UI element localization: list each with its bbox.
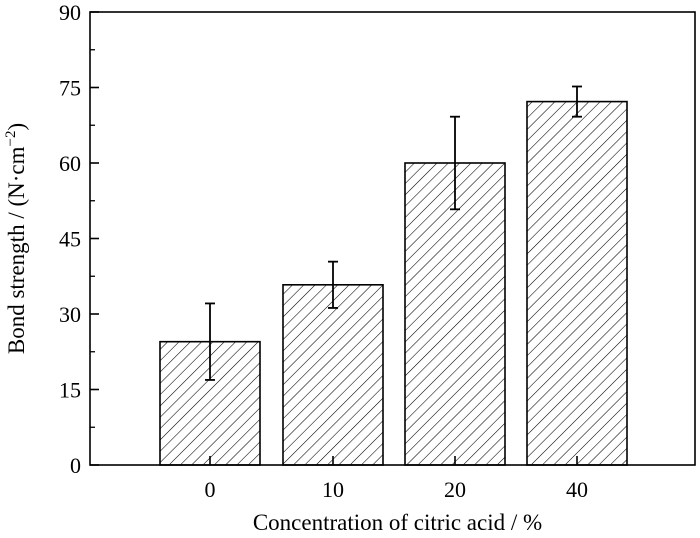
y-tick-label: 90: [59, 0, 81, 25]
y-axis-title: Bond strength / (N·cm−2): [3, 123, 29, 354]
bar: [282, 284, 384, 466]
error-bars-group: [205, 85, 582, 381]
x-tick-label: 0: [205, 477, 216, 502]
bars-group: [159, 100, 628, 466]
x-tick-label: 10: [322, 477, 344, 502]
y-axis-ticks: 0 15 30 45 60 75 90: [59, 0, 99, 478]
y-tick-label: 30: [59, 302, 81, 327]
y-tick-label: 0: [70, 453, 81, 478]
y-tick-label: 15: [59, 378, 81, 403]
bar: [404, 162, 506, 466]
x-tick-label: 20: [444, 477, 466, 502]
y-axis-title-main: Bond strength / (N·cm: [4, 146, 29, 354]
y-tick-label: 60: [59, 151, 81, 176]
y-axis-title-superscript: −2: [3, 131, 19, 147]
y-axis-title-end: ): [4, 123, 29, 131]
x-axis-ticks: 0 10 20 40: [205, 456, 588, 502]
x-tick-label: 40: [566, 477, 588, 502]
y-tick-label: 75: [59, 76, 81, 101]
y-tick-label: 45: [59, 227, 81, 252]
x-axis-title: Concentration of citric acid / %: [253, 510, 542, 535]
bar: [526, 100, 628, 466]
